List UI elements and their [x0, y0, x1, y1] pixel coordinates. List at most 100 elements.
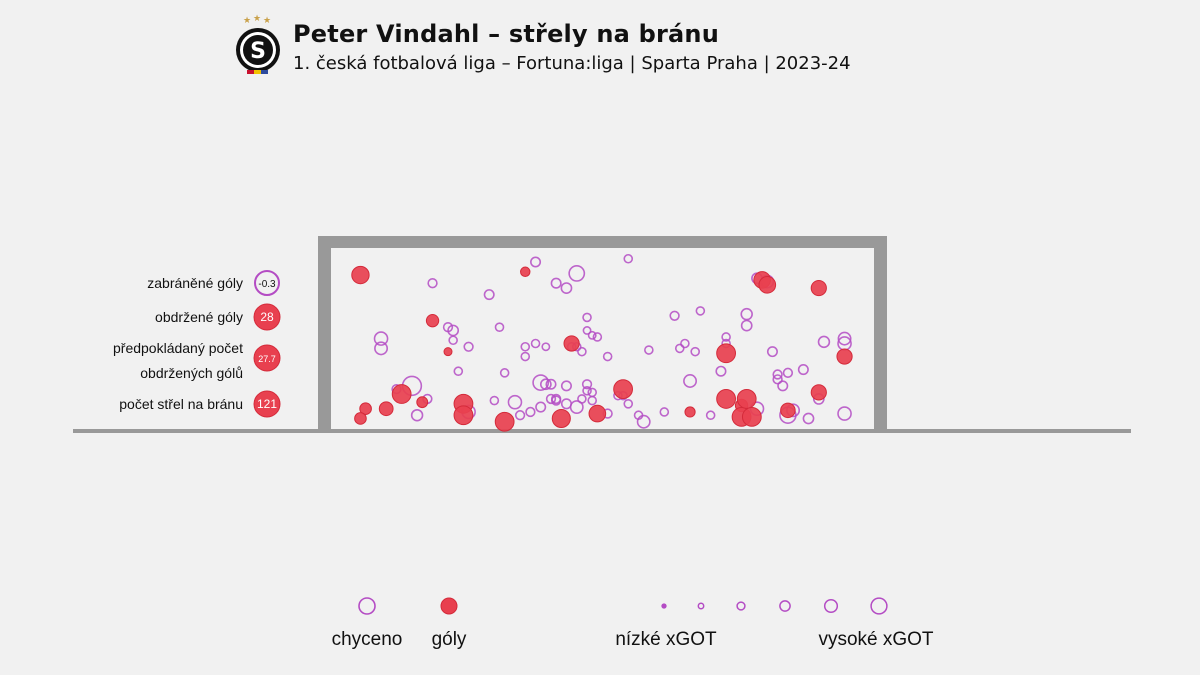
saved-shot-16: [494, 322, 505, 333]
saved-shot-83: [797, 364, 809, 376]
stat-badge-3: [253, 344, 281, 372]
saved-shot-1: [373, 331, 389, 346]
saved-shot-76: [766, 346, 778, 358]
goal-shot-12: [520, 266, 531, 277]
goal-shot-4: [354, 412, 367, 425]
stat-label-2: obdržené góly: [155, 309, 243, 325]
goal-shot-27: [810, 384, 827, 401]
legend: chyceno góly nízké xGOT vysoké xGOT: [332, 597, 934, 650]
left-post: [318, 236, 331, 431]
saved-shot-66: [695, 306, 706, 316]
saved-shot-62: [674, 343, 685, 354]
legend-size-marker-6: [870, 597, 888, 615]
goal-shot-13: [551, 408, 571, 429]
saved-shot-14: [483, 289, 495, 301]
saved-shot-43: [582, 312, 592, 323]
page-title: Peter Vindahl – střely na bránu: [293, 20, 719, 48]
saved-shot-42: [577, 346, 587, 357]
saved-shot-86: [817, 335, 831, 349]
saved-shot-88: [837, 406, 852, 421]
goal-shot-11: [494, 411, 515, 432]
saved-shot-20: [520, 341, 531, 352]
svg-text:★: ★: [253, 14, 261, 24]
stat-badge-2: [253, 303, 281, 331]
stat-value-1: -0.3: [258, 279, 276, 290]
saved-shot-79: [777, 380, 789, 392]
saved-shot-34: [560, 282, 573, 294]
page-subtitle: 1. česká fotbalová liga – Fortuna:liga |…: [293, 53, 851, 74]
saved-shot-47: [587, 330, 597, 340]
saved-shot-84: [802, 412, 815, 425]
legend-size-marker-3: [736, 601, 746, 611]
saved-shot-36: [560, 398, 572, 410]
goal-shot-22: [736, 389, 757, 409]
stats-panel: zabráněné góly -0.3 obdržené góly 28 předpok…: [113, 270, 281, 418]
goal-shot-10: [453, 405, 474, 426]
saved-shot-22: [525, 406, 536, 418]
goal-shot-18: [716, 343, 736, 364]
stat-value-3: 27.7: [258, 354, 276, 364]
right-post: [874, 236, 887, 431]
saved-shot-55: [623, 253, 634, 264]
svg-text:★: ★: [243, 16, 251, 26]
saved-shot-78: [772, 374, 783, 385]
goal-shot-26: [780, 402, 796, 419]
saved-shot-35: [560, 380, 572, 392]
goal-shot-19: [716, 389, 736, 409]
saved-shot-60: [659, 407, 670, 417]
legend-size-marker-1: [661, 603, 667, 609]
saved-shot-80: [782, 367, 794, 379]
legend-size-marker-2: [697, 602, 705, 610]
goal-line: [73, 429, 1131, 433]
saved-shot-27: [539, 378, 552, 391]
saved-shot-15: [489, 395, 500, 406]
saved-shot-59: [644, 345, 654, 355]
sparta-logo: ★ ★ ★ S: [233, 14, 283, 78]
saved-shot-17: [499, 368, 510, 378]
saved-shot-41: [577, 394, 587, 404]
goal-shot-29: [836, 348, 853, 365]
saved-shot-63: [680, 338, 690, 349]
goal-shot-16: [613, 379, 633, 400]
saved-shot-25: [532, 374, 550, 392]
saved-shot-39: [569, 400, 584, 415]
saved-shot-5: [410, 408, 424, 422]
goal-shot-1: [416, 396, 429, 409]
goal-shot-28: [810, 279, 827, 297]
saved-shot-31: [550, 277, 562, 289]
saved-shot-10: [448, 335, 458, 346]
saved-shot-48: [587, 387, 598, 398]
legend-low-xgot-label: nízké xGOT: [615, 629, 717, 650]
saved-shot-26: [535, 401, 547, 413]
goal-shot-6: [443, 347, 453, 357]
saved-shot-11: [453, 366, 464, 377]
saved-shot-44: [582, 326, 592, 335]
saved-shot-45: [581, 379, 593, 390]
legend-high-xgot-label: vysoké xGOT: [818, 629, 933, 650]
logo-letter: S: [250, 39, 266, 64]
legend-goal-label: góly: [432, 629, 467, 650]
saved-shot-77: [772, 369, 783, 380]
goal-shot-3: [359, 402, 372, 416]
saved-shot-69: [721, 332, 731, 342]
goal-shot-5: [378, 401, 394, 417]
saved-shot-23: [530, 256, 542, 268]
saved-shot-18: [507, 394, 523, 410]
saved-shot-21: [520, 351, 531, 362]
saved-shot-64: [683, 374, 698, 388]
saved-shot-49: [587, 395, 598, 406]
legend-saved-label: chyceno: [332, 629, 403, 650]
goal-frame: [73, 236, 1131, 433]
svg-text:★: ★: [263, 16, 271, 26]
saved-shot-30: [545, 393, 557, 405]
crossbar: [318, 236, 887, 248]
saved-shot-24: [530, 338, 541, 349]
saved-shot-19: [514, 410, 526, 421]
legend-goal-marker: [440, 597, 458, 615]
goal-shot-14: [563, 335, 580, 352]
saved-shot-12: [463, 341, 474, 352]
saved-shot-7: [427, 278, 438, 289]
stat-label-1: zabráněné góly: [147, 275, 243, 291]
goal-shot-7: [425, 314, 440, 328]
